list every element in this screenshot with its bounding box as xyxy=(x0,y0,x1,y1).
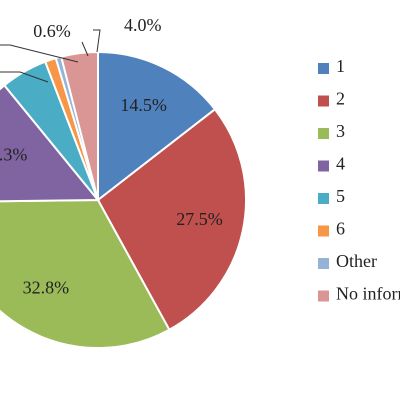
legend-swatch xyxy=(318,258,329,269)
leader-line xyxy=(81,41,89,57)
legend-label: 1 xyxy=(336,56,345,76)
legend-label: 6 xyxy=(336,219,345,239)
legend-label: No information xyxy=(336,284,400,304)
data-label: 0.6% xyxy=(33,21,71,41)
legend-swatch xyxy=(318,95,329,107)
leader-line xyxy=(0,44,79,63)
leader-line xyxy=(0,71,49,83)
legend-label: 2 xyxy=(336,89,345,109)
data-label: 4.0% xyxy=(124,15,162,35)
pie-slice xyxy=(97,50,217,203)
legend-swatch xyxy=(318,160,329,172)
pie-slice xyxy=(96,107,247,332)
legend-label: 5 xyxy=(336,186,345,206)
legend-label: 4 xyxy=(336,154,345,174)
legend-swatch xyxy=(318,225,329,237)
legend-swatch xyxy=(318,63,329,74)
pie-slice xyxy=(59,50,99,201)
data-label: 27.5% xyxy=(176,209,223,229)
data-label: 32.8% xyxy=(23,278,70,298)
legend-label: Other xyxy=(336,251,377,271)
pie-slice xyxy=(0,83,101,203)
legend-swatch xyxy=(318,128,329,139)
legend-swatch xyxy=(318,290,329,302)
leader-line xyxy=(93,29,101,53)
data-label: 14.3% xyxy=(0,144,27,164)
legend-label: 3 xyxy=(336,121,345,141)
pie-slice xyxy=(0,198,171,349)
legend-swatch xyxy=(318,193,329,204)
data-label: 14.5% xyxy=(120,95,167,115)
